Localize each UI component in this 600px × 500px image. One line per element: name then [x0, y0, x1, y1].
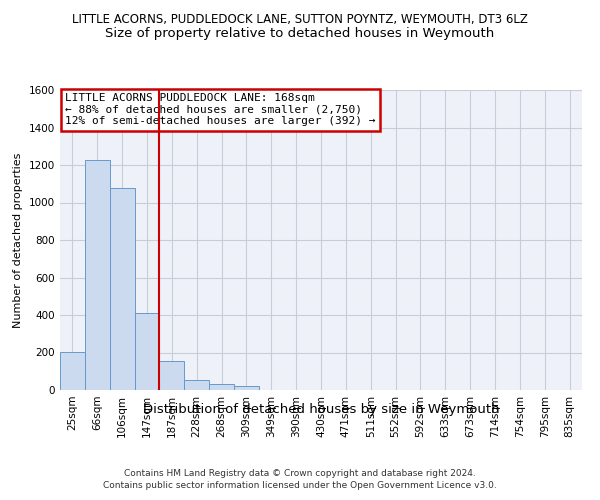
Text: Size of property relative to detached houses in Weymouth: Size of property relative to detached ho… — [106, 28, 494, 40]
Bar — [209, 384, 234, 390]
Bar — [160, 361, 184, 390]
Bar — [184, 380, 209, 390]
Bar — [85, 160, 110, 390]
Text: Distribution of detached houses by size in Weymouth: Distribution of detached houses by size … — [143, 402, 499, 415]
Bar — [60, 352, 85, 390]
Bar — [110, 188, 134, 390]
Text: Contains HM Land Registry data © Crown copyright and database right 2024.: Contains HM Land Registry data © Crown c… — [124, 468, 476, 477]
Text: Contains public sector information licensed under the Open Government Licence v3: Contains public sector information licen… — [103, 481, 497, 490]
Text: LITTLE ACORNS, PUDDLEDOCK LANE, SUTTON POYNTZ, WEYMOUTH, DT3 6LZ: LITTLE ACORNS, PUDDLEDOCK LANE, SUTTON P… — [72, 12, 528, 26]
Bar — [234, 386, 259, 390]
Y-axis label: Number of detached properties: Number of detached properties — [13, 152, 23, 328]
Bar — [134, 313, 160, 390]
Text: LITTLE ACORNS PUDDLEDOCK LANE: 168sqm
← 88% of detached houses are smaller (2,75: LITTLE ACORNS PUDDLEDOCK LANE: 168sqm ← … — [65, 93, 376, 126]
